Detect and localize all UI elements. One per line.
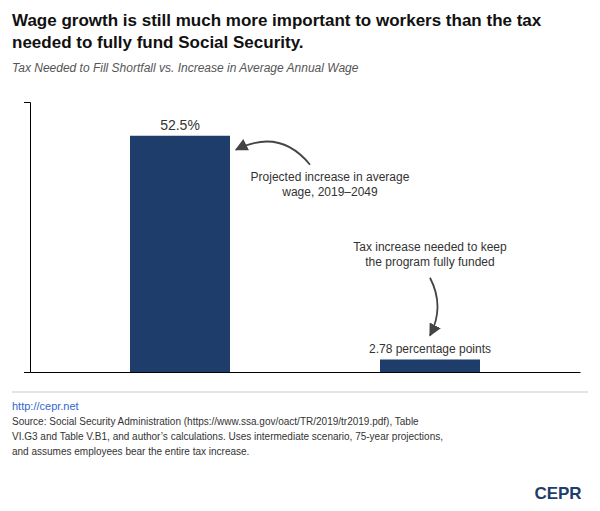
y-axis: [24, 103, 31, 373]
x-axis: [31, 372, 581, 373]
arrow: [430, 278, 438, 336]
subtitle: Tax Needed to Fill Shortfall vs. Increas…: [12, 61, 359, 75]
annotation: Tax increase needed to keepthe program f…: [353, 240, 507, 269]
arrows: [236, 142, 438, 336]
data-label: 2.78 percentage points: [369, 342, 491, 356]
x-axis-line: [31, 372, 581, 373]
title-line: Wage growth is still much more important…: [12, 11, 542, 30]
annotation-line: wage, 2019–2049: [281, 185, 378, 199]
arrow: [236, 142, 310, 165]
logo: CEPR: [534, 484, 581, 503]
link: http://cepr.net: [12, 400, 79, 412]
notes: http://cepr.net Source: Social Security A…: [12, 400, 443, 457]
source: and assumes employees bear the entire ta…: [12, 446, 249, 457]
bar: [130, 136, 230, 372]
source: VI.G3 and Table V.B1, and author’s calcu…: [12, 431, 443, 442]
data-label: 52.5%: [160, 117, 200, 133]
title-line: needed to fully fund Social Security.: [12, 33, 304, 52]
annotations: Projected increase in averagewage, 2019–…: [251, 170, 507, 269]
y-axis-line: [24, 103, 31, 373]
chart: Wage growth is still much more important…: [0, 0, 600, 511]
title: Wage growth is still much more important…: [12, 11, 542, 52]
bar: [380, 359, 480, 372]
separator: [12, 392, 588, 393]
annotation-line: Projected increase in average: [251, 170, 410, 184]
annotation-line: the program fully funded: [365, 255, 494, 269]
source: Source: Social Security Administration (…: [12, 416, 419, 427]
data-labels: 52.5% 2.78 percentage points: [160, 117, 491, 357]
annotation-line: Tax increase needed to keep: [353, 240, 507, 254]
annotation: Projected increase in averagewage, 2019–…: [251, 170, 410, 199]
